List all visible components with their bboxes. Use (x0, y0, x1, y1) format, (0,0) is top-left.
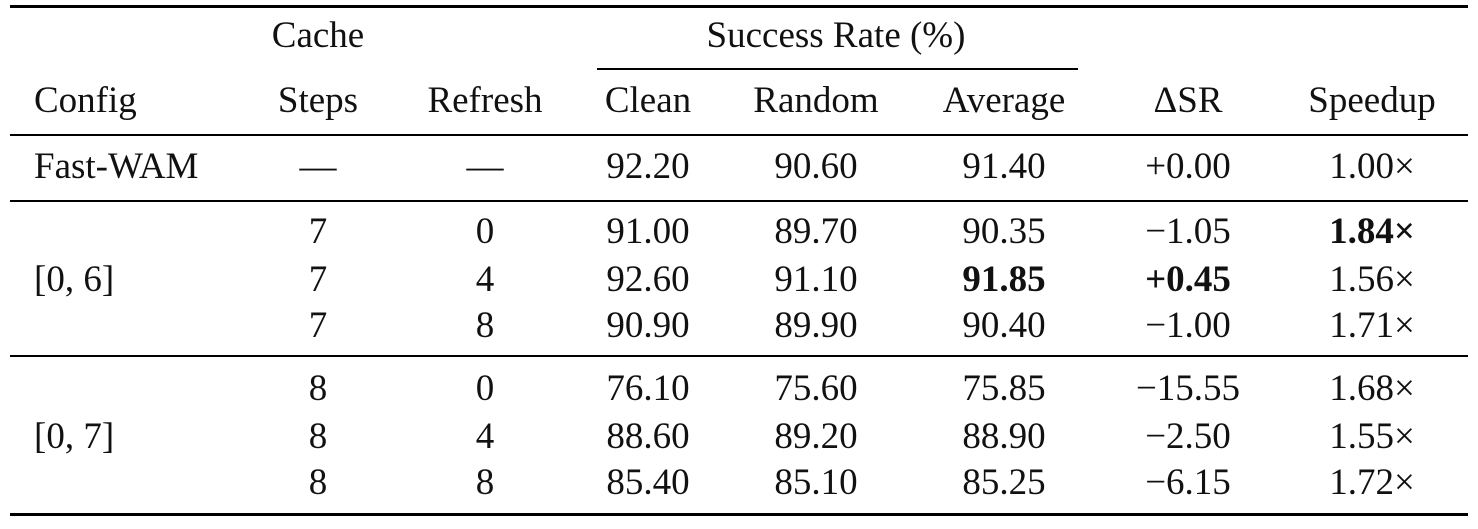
group-config-label: [0, 7] (34, 416, 115, 457)
row-speedup-best: 1.84× (1329, 211, 1415, 252)
bottom-rule (10, 513, 1468, 516)
header-success-rate: Success Rate (%) (706, 15, 966, 56)
row-refresh: 8 (475, 305, 495, 346)
row-average-best: 91.85 (962, 259, 1046, 300)
row-average: 90.40 (962, 305, 1046, 346)
header-refresh: Refresh (427, 80, 543, 121)
row-random: 91.10 (774, 259, 858, 300)
header-config: Config (34, 80, 137, 121)
row-refresh: 8 (475, 462, 495, 503)
row-refresh: 4 (475, 259, 495, 300)
group1-rule (10, 200, 1468, 202)
row-delta-sr: −6.15 (1145, 462, 1231, 503)
row-clean: 92.60 (606, 259, 690, 300)
row-steps: 7 (308, 259, 328, 300)
row-average: 90.35 (962, 211, 1046, 252)
row-steps: 7 (308, 305, 328, 346)
row-config: Fast-WAM (34, 146, 199, 187)
group2-rule (10, 355, 1468, 357)
row-clean: 92.20 (606, 146, 690, 187)
header-clean: Clean (604, 80, 692, 121)
header-cache: Cache (271, 15, 365, 56)
header-steps: Steps (277, 80, 359, 121)
row-random: 85.10 (774, 462, 858, 503)
row-clean: 85.40 (606, 462, 690, 503)
row-steps: 8 (308, 416, 328, 457)
row-clean: 91.00 (606, 211, 690, 252)
group-config-label: [0, 6] (34, 259, 115, 300)
row-refresh: 0 (475, 368, 495, 409)
row-steps: 8 (308, 462, 328, 503)
row-random: 75.60 (774, 368, 858, 409)
row-average: 91.40 (962, 146, 1046, 187)
row-steps: 7 (308, 211, 328, 252)
success-rate-cmidrule (597, 68, 1078, 70)
row-steps: — (299, 146, 337, 187)
row-delta-sr-best: +0.45 (1145, 259, 1231, 300)
row-random: 89.90 (774, 305, 858, 346)
row-clean: 88.60 (606, 416, 690, 457)
row-speedup: 1.68× (1329, 368, 1415, 409)
row-average: 85.25 (962, 462, 1046, 503)
row-random: 89.20 (774, 416, 858, 457)
row-steps: 8 (308, 368, 328, 409)
row-speedup: 1.71× (1329, 305, 1415, 346)
row-speedup: 1.72× (1329, 462, 1415, 503)
row-clean: 76.10 (606, 368, 690, 409)
header-delta-sr: ΔSR (1153, 80, 1223, 121)
row-speedup: 1.56× (1329, 259, 1415, 300)
row-random: 89.70 (774, 211, 858, 252)
row-speedup: 1.00× (1329, 146, 1415, 187)
row-delta-sr: −1.05 (1145, 211, 1231, 252)
row-delta-sr: −1.00 (1145, 305, 1231, 346)
row-delta-sr: −15.55 (1135, 368, 1241, 409)
row-clean: 90.90 (606, 305, 690, 346)
row-random: 90.60 (774, 146, 858, 187)
row-speedup: 1.55× (1329, 416, 1415, 457)
header-random: Random (753, 80, 879, 121)
row-refresh: 4 (475, 416, 495, 457)
row-delta-sr: −2.50 (1145, 416, 1231, 457)
top-rule (10, 5, 1468, 8)
row-refresh: 0 (475, 211, 495, 252)
header-average: Average (942, 80, 1066, 121)
row-average: 75.85 (962, 368, 1046, 409)
row-delta-sr: +0.00 (1145, 146, 1231, 187)
row-refresh: — (466, 146, 504, 187)
header-speedup: Speedup (1308, 80, 1436, 121)
header-rule (10, 134, 1468, 136)
row-average: 88.90 (962, 416, 1046, 457)
